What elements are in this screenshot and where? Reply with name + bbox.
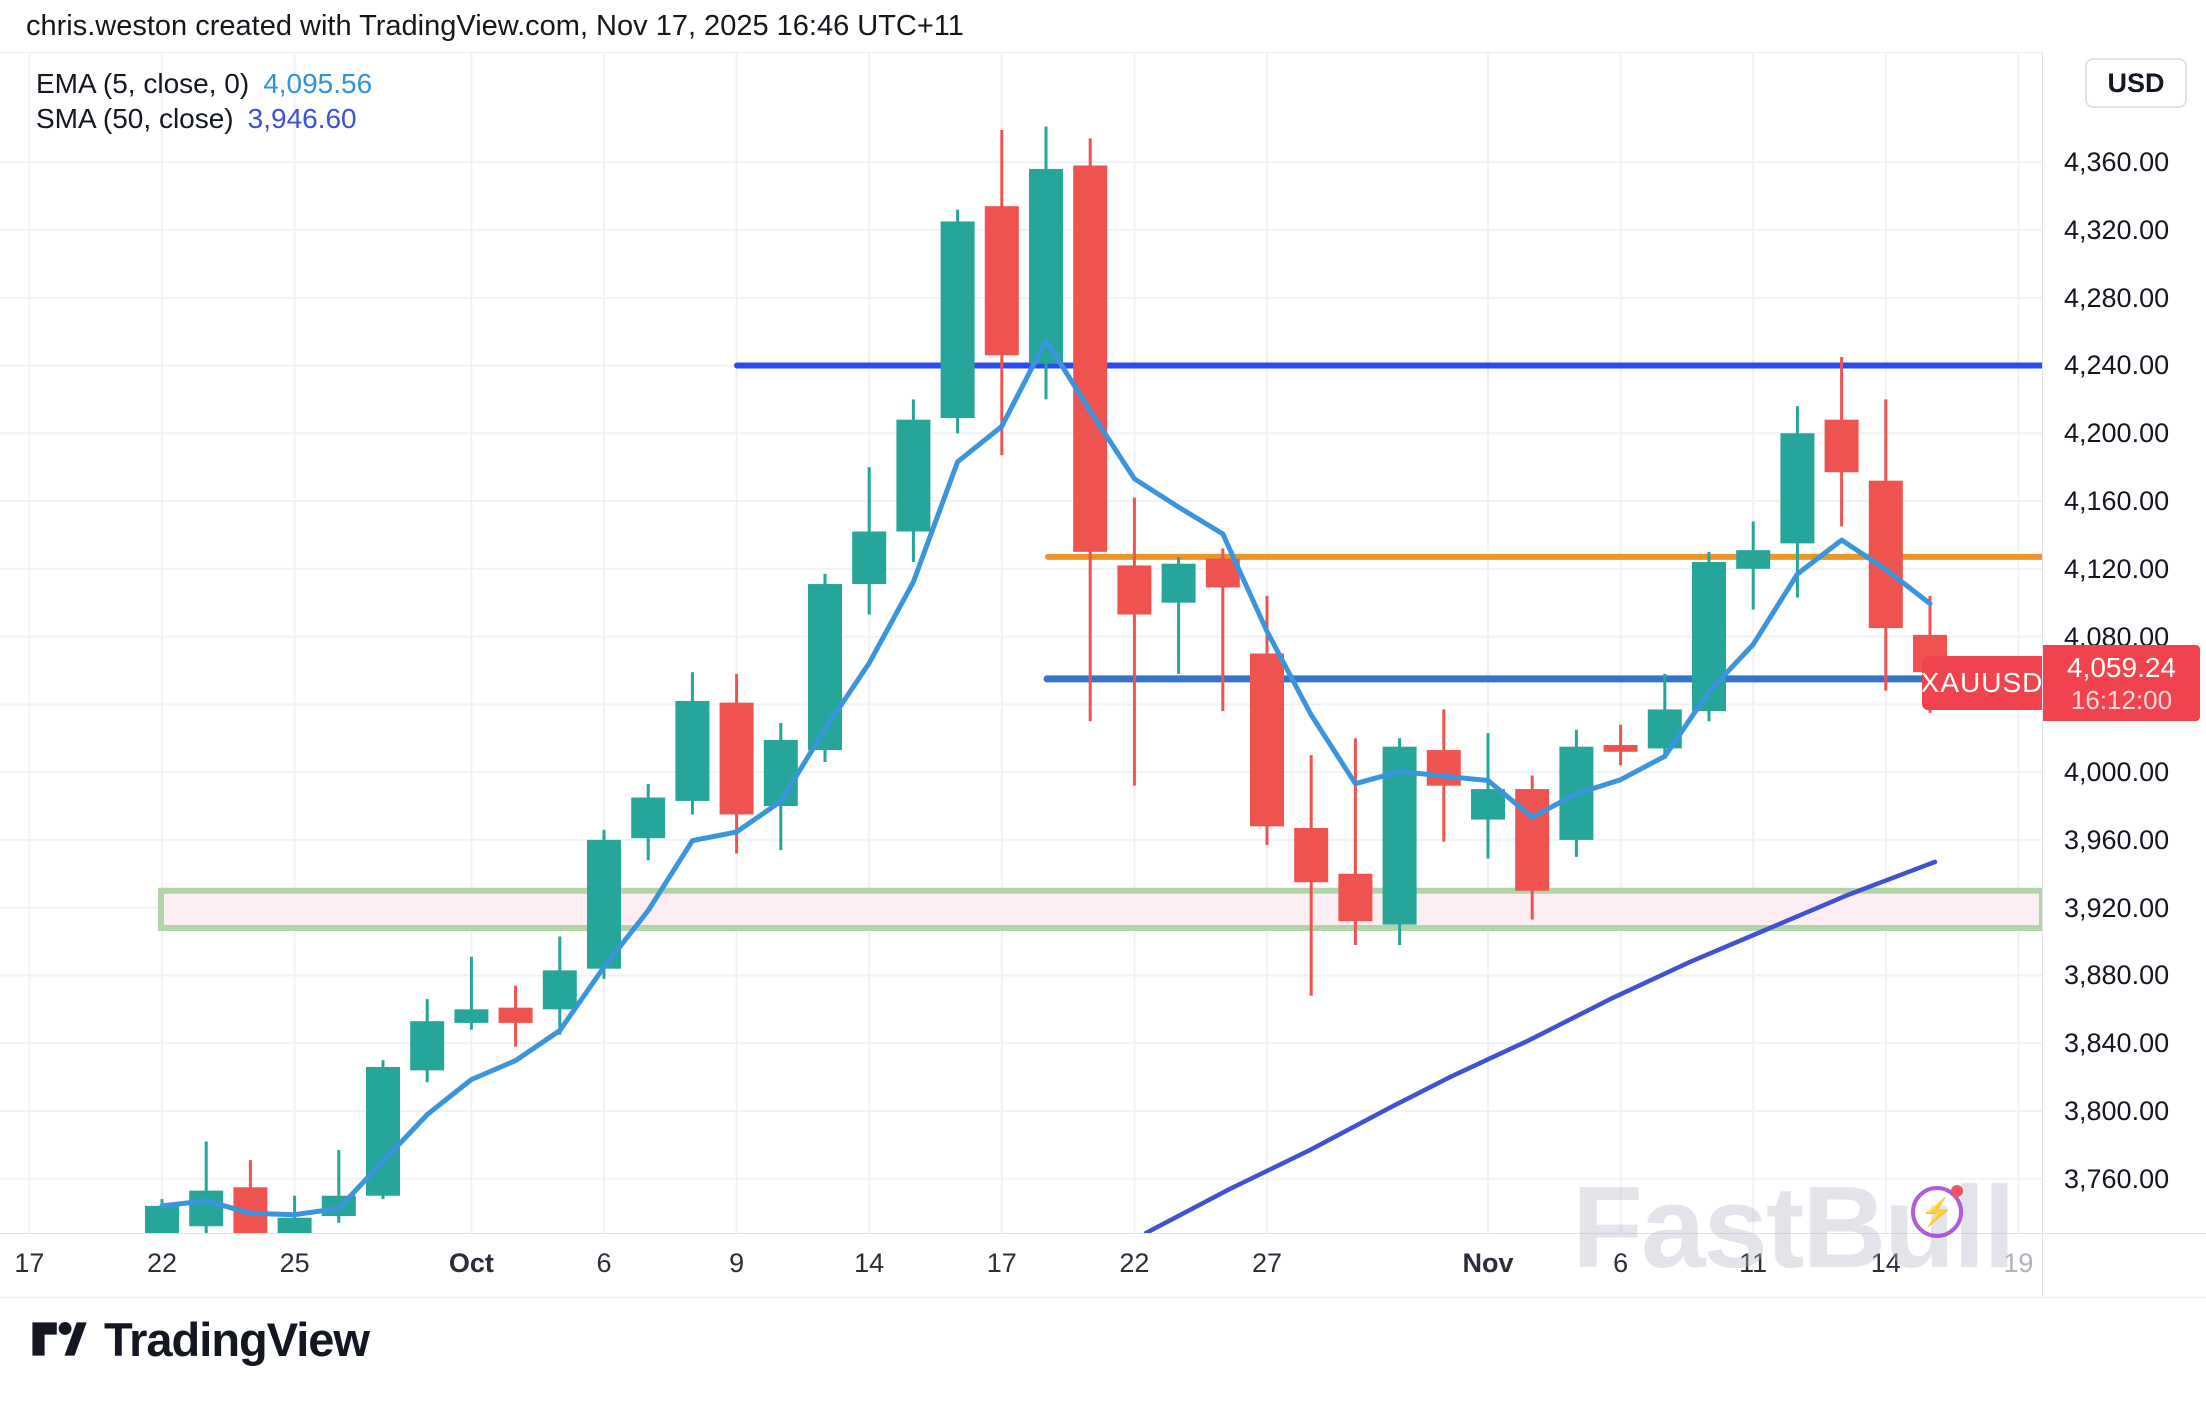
lightning-bolt-icon: ⚡ [1920, 1196, 1954, 1227]
price-axis-label: 3,960.00 [2064, 824, 2170, 855]
time-axis-label: 19 [2003, 1248, 2034, 1278]
time-axis-label: 6 [596, 1248, 612, 1278]
price-axis-label: 3,920.00 [2064, 892, 2170, 923]
notification-dot-icon [1951, 1185, 1963, 1197]
panel-divider [0, 52, 2206, 53]
time-axis-label: 22 [1119, 1248, 1150, 1278]
price-axis-label: 4,120.00 [2064, 553, 2170, 584]
price-axis-label: 4,240.00 [2064, 350, 2170, 381]
price-axis-label: 4,360.00 [2064, 147, 2170, 178]
price-axis-label: 3,880.00 [2064, 960, 2170, 991]
time-axis-label: 17 [986, 1248, 1017, 1278]
ema-legend-value: 4,095.56 [263, 68, 373, 99]
tradingview-logo-text: TradingView [104, 1312, 370, 1366]
time-axis-label: 22 [146, 1248, 178, 1278]
currency-toggle-button[interactable]: USD [2085, 58, 2187, 108]
sma-legend-value: 3,946.60 [247, 103, 357, 134]
time-axis-label: 9 [729, 1248, 745, 1278]
price-axis-label: 4,320.00 [2064, 214, 2170, 245]
price-axis-label: 3,840.00 [2064, 1028, 2170, 1059]
price-axis-label: 3,800.00 [2064, 1096, 2170, 1126]
time-axis-label: Nov [1462, 1248, 1514, 1278]
last-price-value: 4,059.24 [2067, 652, 2176, 683]
time-axis-label: 11 [1739, 1248, 1768, 1278]
last-price-time: 16:12:00 [2070, 685, 2173, 715]
time-axis-label: 25 [279, 1248, 310, 1278]
time-axis-label: 14 [854, 1248, 885, 1278]
tradingview-brand[interactable]: TradingView [28, 1308, 370, 1370]
chart-attribution-title: chris.weston created with TradingView.co… [26, 10, 964, 42]
sma-legend-label: SMA (50, close) [36, 103, 234, 134]
symbol-price-badge: XAUUSD [1921, 656, 2042, 710]
price-axis-label: 4,000.00 [2064, 757, 2170, 788]
last-price-axis-badge: 4,059.24 16:12:00 [2043, 645, 2200, 721]
time-axis[interactable] [0, 1233, 2206, 1298]
sma-legend-row[interactable]: SMA (50, close) 3,946.60 [36, 101, 372, 136]
tradingview-logo-icon [32, 1322, 87, 1356]
price-axis-label: 4,200.00 [2064, 418, 2170, 449]
time-axis-label: 14 [1870, 1248, 1901, 1278]
time-axis-label: Oct [448, 1248, 494, 1278]
ema-legend-row[interactable]: EMA (5, close, 0) 4,095.56 [36, 66, 372, 101]
fastbull-logo-icon: ⚡ [1911, 1185, 1963, 1238]
indicator-legend: EMA (5, close, 0) 4,095.56 SMA (50, close… [36, 66, 372, 136]
time-axis-label: 27 [1251, 1248, 1283, 1278]
time-axis-label: 6 [1613, 1248, 1629, 1278]
time-axis-label: 17 [14, 1248, 45, 1278]
ema-legend-label: EMA (5, close, 0) [36, 68, 250, 99]
price-axis-label: 3,760.00 [2064, 1163, 2170, 1194]
price-axis-label: 4,280.00 [2064, 282, 2170, 313]
price-axis-label: 4,160.00 [2064, 486, 2170, 517]
